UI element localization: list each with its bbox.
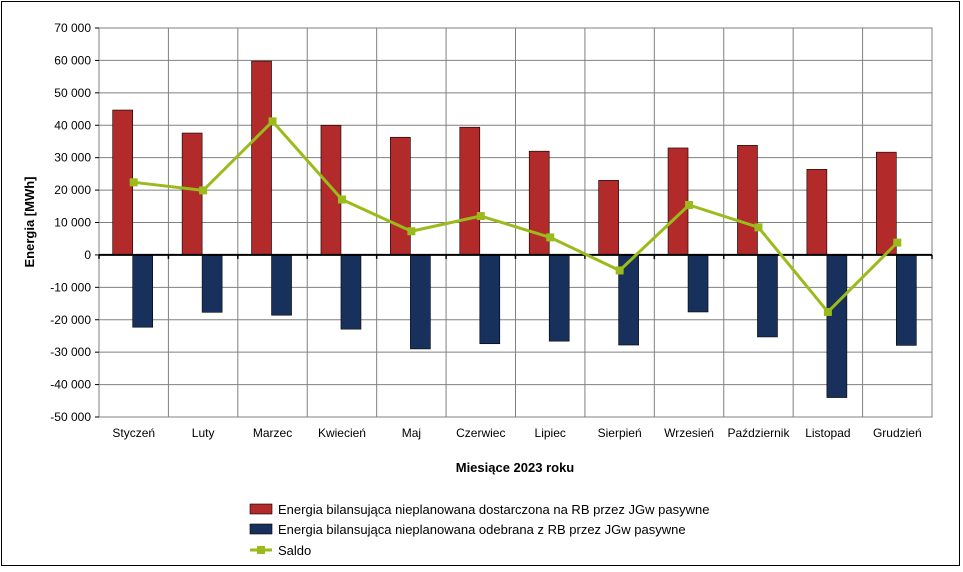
y-tick-label: 50 000 xyxy=(54,86,91,100)
bar-odebrana xyxy=(826,254,848,398)
legend-swatch xyxy=(249,503,273,515)
bar-odebrana xyxy=(271,254,292,316)
x-tick-labels: Styczeń Luty Marzec Kwiecień Maj Czerwiec Lipi… xyxy=(112,426,921,440)
x-tick-label: Czerwiec xyxy=(456,426,505,440)
saldo-polyline xyxy=(133,119,899,314)
bar-odebrana xyxy=(410,254,431,350)
bar-dostarczona xyxy=(320,124,342,256)
saldo-point xyxy=(823,307,832,316)
bar-odebrana xyxy=(895,254,917,346)
bar-odebrana xyxy=(201,254,223,313)
saldo-point xyxy=(685,200,694,209)
legend-swatch xyxy=(249,523,273,535)
x-tick-label: Styczeń xyxy=(112,426,155,440)
bar-odebrana xyxy=(548,254,570,342)
legend-marker xyxy=(257,546,265,554)
y-tick-labels: 70 000 60 000 50 000 40 000 30 000 20 000 10 0… xyxy=(50,21,91,424)
bar-odebrana xyxy=(757,254,778,338)
saldo-line xyxy=(129,117,902,316)
legend-label: Energia bilansująca nieplanowana odebran… xyxy=(278,522,686,537)
bar-odebrana xyxy=(340,254,362,330)
saldo-point xyxy=(407,227,416,236)
y-tick-label: 30 000 xyxy=(54,151,91,165)
y-tick-label: -50 000 xyxy=(50,410,91,424)
x-tick-label: Lipiec xyxy=(535,426,566,440)
legend-label: Energia bilansująca nieplanowana dostarc… xyxy=(278,502,709,517)
saldo-point xyxy=(893,238,902,247)
saldo-point xyxy=(268,117,277,126)
bar-odebrana xyxy=(479,254,501,345)
y-tick-label: -20 000 xyxy=(50,313,91,327)
zero-axis xyxy=(98,253,933,259)
y-tick-label: 70 000 xyxy=(54,21,91,35)
legend-label: Saldo xyxy=(278,543,311,558)
saldo-point xyxy=(546,233,555,242)
y-tick-label: -10 000 xyxy=(50,280,91,294)
y-tick-label: -30 000 xyxy=(50,345,91,359)
bar-dostarczona xyxy=(737,145,758,256)
x-tick-label: Kwiecień xyxy=(318,426,366,440)
bars xyxy=(112,60,917,398)
x-tick-label: Marzec xyxy=(253,426,292,440)
x-tick-label: Wrzesień xyxy=(664,426,714,440)
bar-odebrana xyxy=(132,254,154,328)
y-tick-label: 60 000 xyxy=(54,53,91,67)
bar-dostarczona xyxy=(390,136,411,256)
bar-dostarczona xyxy=(598,180,619,256)
saldo-point xyxy=(476,212,485,221)
x-tick-label: Grudzień xyxy=(873,426,922,440)
saldo-point xyxy=(615,266,624,275)
bar-odebrana xyxy=(687,254,709,313)
y-tick-label: 20 000 xyxy=(54,183,91,197)
y-tick-label: -40 000 xyxy=(50,378,91,392)
bar-dostarczona xyxy=(806,169,828,256)
x-tick-label: Maj xyxy=(402,426,421,440)
saldo-point xyxy=(754,223,763,232)
saldo-point xyxy=(337,195,346,204)
saldo-point xyxy=(199,186,208,195)
x-axis-label: Miesiące 2023 roku xyxy=(456,460,575,475)
y-tick-label: 0 xyxy=(84,248,91,262)
saldo-point xyxy=(129,178,138,187)
bar-dostarczona xyxy=(251,60,272,256)
x-tick-label: Październik xyxy=(727,426,790,440)
bar-dostarczona xyxy=(459,126,481,256)
x-tick-label: Listopad xyxy=(805,426,850,440)
x-tick-label: Luty xyxy=(192,426,215,440)
y-axis-label: Energia [MWh] xyxy=(22,177,37,268)
y-tick-label: 10 000 xyxy=(54,216,91,230)
legend: Energia bilansująca nieplanowana dostarc… xyxy=(249,502,709,558)
x-tick-label: Sierpień xyxy=(598,426,642,440)
y-tick-label: 40 000 xyxy=(54,118,91,132)
